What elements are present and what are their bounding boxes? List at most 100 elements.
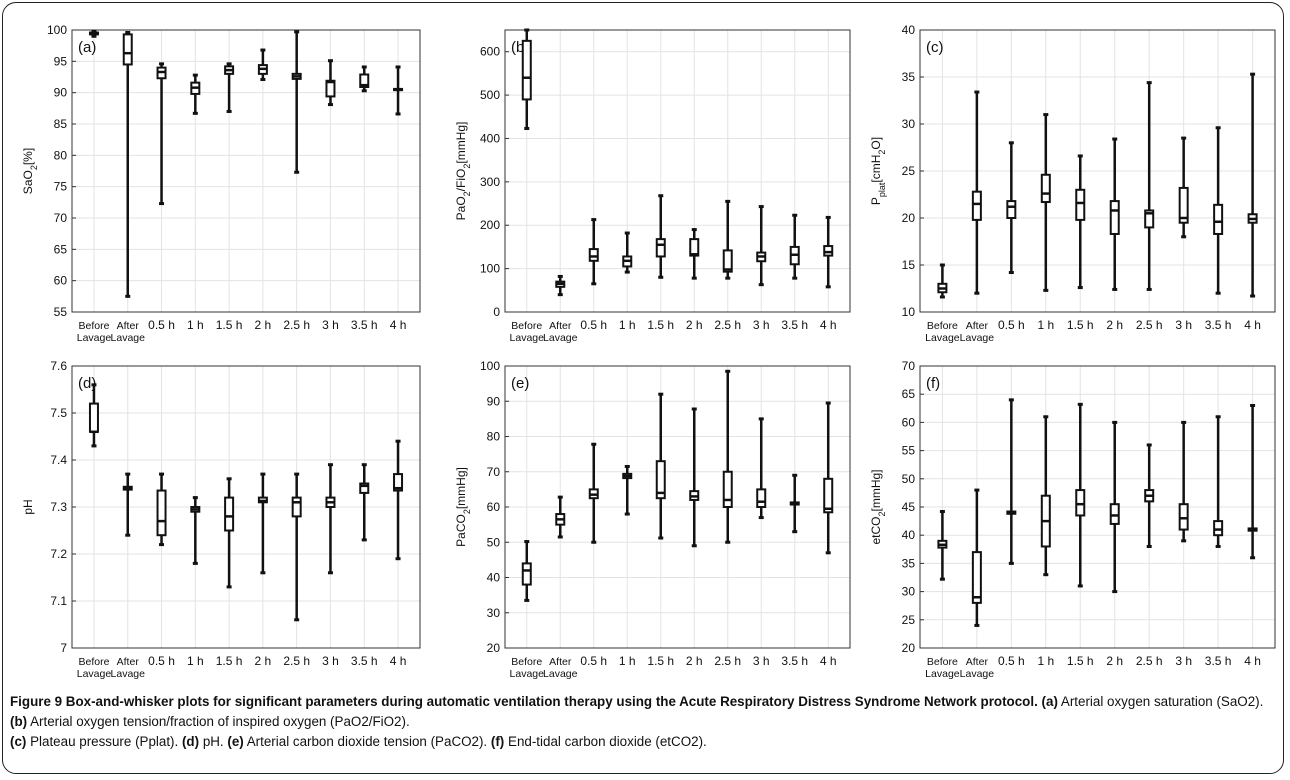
whisker-cap-top-b-3 [624, 231, 630, 235]
xtick-label-b-9: 4 h [820, 318, 837, 332]
ytick-label-f-8: 60 [902, 415, 916, 429]
whisker-cap-top-f-6 [1146, 443, 1152, 447]
box-iqr-c-7 [1178, 186, 1189, 224]
xtick-label-d-4: 1.5 h [216, 654, 243, 668]
box-a-8 [359, 65, 370, 93]
xtick-label-a-1: After Lavage [111, 320, 146, 344]
ytick-label-b-6: 600 [480, 45, 500, 59]
ytick-label-b-3: 300 [480, 175, 500, 189]
box-d-6 [291, 472, 302, 622]
ytick-label-b-0: 0 [493, 305, 500, 319]
ytick-label-d-6: 7.6 [50, 359, 67, 373]
xtick-label-a-8: 3.5 h [351, 318, 378, 332]
ytick-label-c-5: 35 [902, 70, 916, 84]
whisker-cap-bottom-f-5 [1112, 590, 1118, 594]
whisker-cap-bottom-f-6 [1146, 544, 1152, 548]
whisker-cap-bottom-f-0 [939, 577, 945, 581]
whisker-cap-bottom-c-8 [1215, 291, 1221, 295]
whisker-cap-bottom-c-3 [1043, 288, 1049, 292]
box-f-8 [1213, 415, 1224, 548]
whisker-cap-bottom-e-5 [691, 544, 697, 548]
box-a-6 [291, 30, 302, 174]
whisker-cap-bottom-a-1 [125, 294, 131, 298]
ylabel-c: Pplat[cmH2O] [869, 137, 887, 205]
ylabel-d: pH [21, 499, 35, 514]
box-d-5 [257, 472, 268, 575]
ytick-label-b-2: 200 [480, 218, 500, 232]
box-a-0 [88, 29, 99, 38]
whisker-cap-bottom-b-8 [792, 276, 798, 280]
whisker-cap-top-f-1 [974, 488, 980, 492]
whisker-cap-top-c-7 [1181, 136, 1187, 140]
xtick-label-b-4: 1.5 h [647, 318, 674, 332]
ytick-label-a-4: 75 [54, 180, 68, 194]
whisker-cap-top-a-0 [91, 29, 97, 33]
ytick-label-d-0: 7 [60, 641, 67, 655]
box-d-8 [359, 463, 370, 542]
xtick-label-f-7: 3 h [1175, 654, 1192, 668]
box-d-1 [122, 472, 133, 537]
box-c-4 [1075, 154, 1086, 290]
ytick-label-f-7: 55 [902, 444, 916, 458]
xtick-label-e-5: 2 h [686, 654, 703, 668]
whisker-cap-bottom-a-6 [294, 170, 300, 174]
xtick-label-c-4: 1.5 h [1067, 318, 1094, 332]
whisker-cap-top-d-6 [294, 472, 300, 476]
panel-label-e: (e) [511, 375, 529, 392]
box-b-8 [789, 213, 800, 280]
ytick-label-e-4: 60 [487, 500, 501, 514]
ytick-label-c-4: 30 [902, 117, 916, 131]
ytick-label-f-3: 35 [902, 556, 916, 570]
whisker-cap-top-f-5 [1112, 420, 1118, 424]
box-iqr-c-4 [1075, 188, 1086, 221]
caption-item-c: (c) Plateau pressure (Pplat). [10, 734, 179, 749]
whisker-cap-top-e-7 [758, 417, 764, 421]
whisker-cap-bottom-f-3 [1043, 573, 1049, 577]
whisker-cap-top-a-5 [260, 48, 266, 52]
whisker-cap-bottom-f-8 [1215, 544, 1221, 548]
caption-title: Figure 9 Box-and-whisker plots for signi… [10, 694, 1038, 709]
caption-item-f: (f) End-tidal carbon dioxide (etCO2). [490, 734, 707, 749]
box-b-4 [655, 194, 666, 279]
box-f-2 [1006, 398, 1017, 565]
whisker-cap-top-b-9 [825, 215, 831, 219]
xtick-label-b-0: Before Lavage [510, 320, 545, 344]
box-f-1 [971, 488, 982, 627]
xtick-label-d-6: 2.5 h [283, 654, 310, 668]
xtick-label-e-7: 3 h [753, 654, 770, 668]
xtick-label-b-1: After Lavage [543, 320, 578, 344]
box-c-9 [1247, 72, 1258, 298]
xtick-label-f-8: 3.5 h [1205, 654, 1232, 668]
box-c-8 [1213, 126, 1224, 295]
whisker-cap-bottom-c-6 [1146, 287, 1152, 291]
box-iqr-d-0 [88, 402, 99, 433]
whisker-cap-bottom-b-2 [591, 282, 597, 286]
xtick-label-f-0: Before Lavage [925, 656, 960, 680]
xtick-label-d-3: 1 h [187, 654, 204, 668]
box-iqr-b-6 [722, 249, 733, 273]
box-iqr-d-6 [291, 496, 302, 518]
caption-item-d: (d) pH. [181, 734, 224, 749]
whisker-cap-bottom-a-9 [395, 112, 401, 116]
box-c-5 [1109, 137, 1120, 291]
xtick-label-b-8: 3.5 h [781, 318, 808, 332]
box-iqr-b-2 [588, 248, 599, 262]
box-a-3 [190, 73, 201, 115]
box-a-9 [393, 65, 404, 116]
box-e-6 [722, 369, 733, 544]
xtick-label-b-5: 2 h [686, 318, 703, 332]
ytick-label-a-9: 100 [47, 23, 67, 37]
whisker-cap-bottom-b-7 [758, 283, 764, 287]
box-a-2 [156, 62, 167, 206]
box-iqr-f-1 [971, 551, 982, 604]
box-iqr-c-1 [971, 190, 982, 221]
whisker-cap-top-e-2 [591, 442, 597, 446]
ytick-label-d-4: 7.4 [50, 453, 67, 467]
ytick-label-f-0: 20 [902, 641, 916, 655]
whisker-cap-top-b-7 [758, 205, 764, 209]
whisker-cap-bottom-c-4 [1077, 286, 1083, 290]
box-iqr-a-8 [359, 73, 370, 89]
whisker-cap-bottom-e-4 [658, 536, 664, 540]
whisker-cap-bottom-d-2 [159, 543, 165, 547]
